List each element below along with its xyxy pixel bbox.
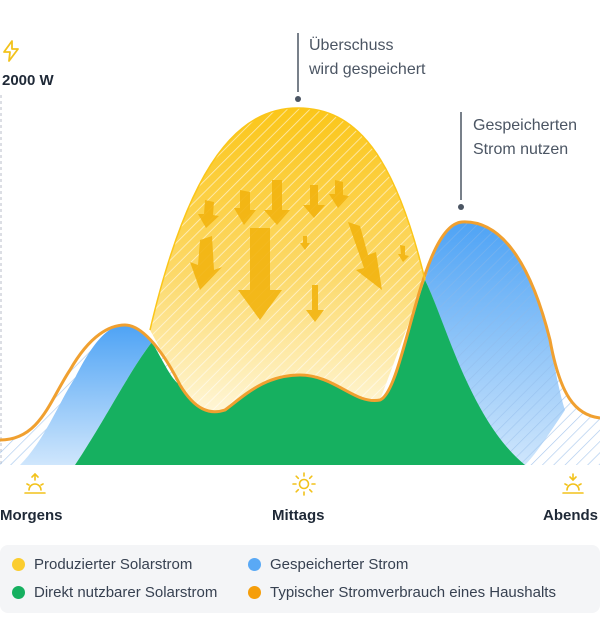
surplus-annotation-line2: wird gespeichert [309,61,426,78]
sun-icon [292,472,316,496]
legend-label-direct: Direkt nutzbarer Solarstrom [34,584,218,601]
legend-item-direct: Direkt nutzbarer Solarstrom [12,584,217,601]
y-axis-max-label: 2000 W [2,72,54,89]
surplus-annotation: Überschuss wird gespeichert [309,34,426,82]
sunrise-icon [24,472,46,494]
storage-arrows [190,180,409,322]
legend: Produzierter Solarstrom Gespeicherter St… [0,545,600,613]
legend-label-stored: Gespeicherter Strom [270,556,409,573]
legend-item-stored: Gespeicherter Strom [248,556,408,573]
legend-item-produced: Produzierter Solarstrom [12,556,192,573]
stored-energy-morning [20,325,152,465]
time-label-morning: Morgens [0,507,63,524]
sunset-icon [562,473,584,494]
time-label-noon: Mittags [272,507,325,524]
surplus-marker-dot [295,96,301,102]
legend-item-consumption: Typischer Stromverbrauch eines Haushalts [248,584,556,601]
surplus-annotation-line1: Überschuss [309,37,394,54]
lightning-bolt-icon [3,40,19,62]
solar-production-hatch [150,108,425,412]
legend-label-produced: Produzierter Solarstrom [34,556,193,573]
direct-usable-solar-area [75,280,525,465]
time-label-evening: Abends [543,507,599,524]
solar-outline [149,107,426,331]
use-stored-annotation-line2: Strom nutzen [473,141,569,158]
use-stored-annotation: Gespeicherten Strom nutzen [473,114,577,162]
legend-dot-produced [12,558,25,571]
legend-dot-stored [248,558,261,571]
legend-dot-consumption [248,586,261,599]
use-stored-annotation-line1: Gespeicherten [473,117,578,134]
legend-dot-direct [12,586,25,599]
consumption-curve [0,220,600,442]
stored-marker-dot [458,204,464,210]
legend-label-consumption: Typischer Stromverbrauch eines Haushalts [270,584,556,601]
